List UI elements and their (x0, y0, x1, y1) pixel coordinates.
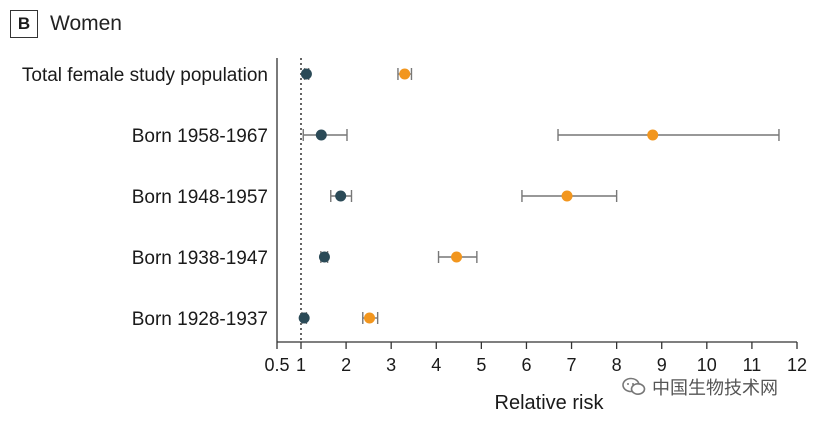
estimate-point (399, 69, 410, 80)
x-tick-label: 12 (787, 355, 807, 375)
watermark: 中国生物技术网 (622, 374, 778, 400)
x-tick-label: 10 (697, 355, 717, 375)
wechat-icon (622, 377, 646, 397)
x-tick-label: 0.5 (264, 355, 289, 375)
x-axis: 0.5 1 2 3 4 5 6 7 8 9 10 11 12 (264, 58, 807, 375)
row-label: Born 1928-1937 (132, 309, 268, 330)
estimate-point (562, 191, 573, 202)
row-label: Born 1938-1947 (132, 248, 268, 269)
estimate-point (335, 191, 346, 202)
x-tick-label: 7 (567, 355, 577, 375)
x-tick-label: 6 (521, 355, 531, 375)
estimate-point (364, 313, 375, 324)
x-tick-label: 5 (476, 355, 486, 375)
whiskers (302, 68, 779, 324)
estimate-point (319, 252, 330, 263)
row-labels: Total female study population Born 1958-1… (22, 65, 268, 330)
estimate-point (647, 130, 658, 141)
forest-plot: Total female study population Born 1958-1… (0, 0, 816, 422)
x-axis-title: Relative risk (495, 392, 605, 414)
x-tick-label: 3 (386, 355, 396, 375)
x-tick-label: 11 (743, 355, 762, 375)
row-label: Born 1958-1967 (132, 126, 268, 147)
x-tick-label: 8 (612, 355, 622, 375)
row-label: Born 1948-1957 (132, 187, 268, 208)
row-label: Total female study population (22, 65, 268, 86)
x-tick-label: 9 (657, 355, 667, 375)
watermark-text: 中国生物技术网 (652, 374, 778, 400)
estimate-point (301, 69, 312, 80)
estimate-point (451, 252, 462, 263)
x-tick-label: 4 (431, 355, 441, 375)
estimate-point (299, 313, 310, 324)
x-tick-label: 1 (296, 355, 306, 375)
estimate-point (316, 130, 327, 141)
x-tick-label: 2 (341, 355, 351, 375)
